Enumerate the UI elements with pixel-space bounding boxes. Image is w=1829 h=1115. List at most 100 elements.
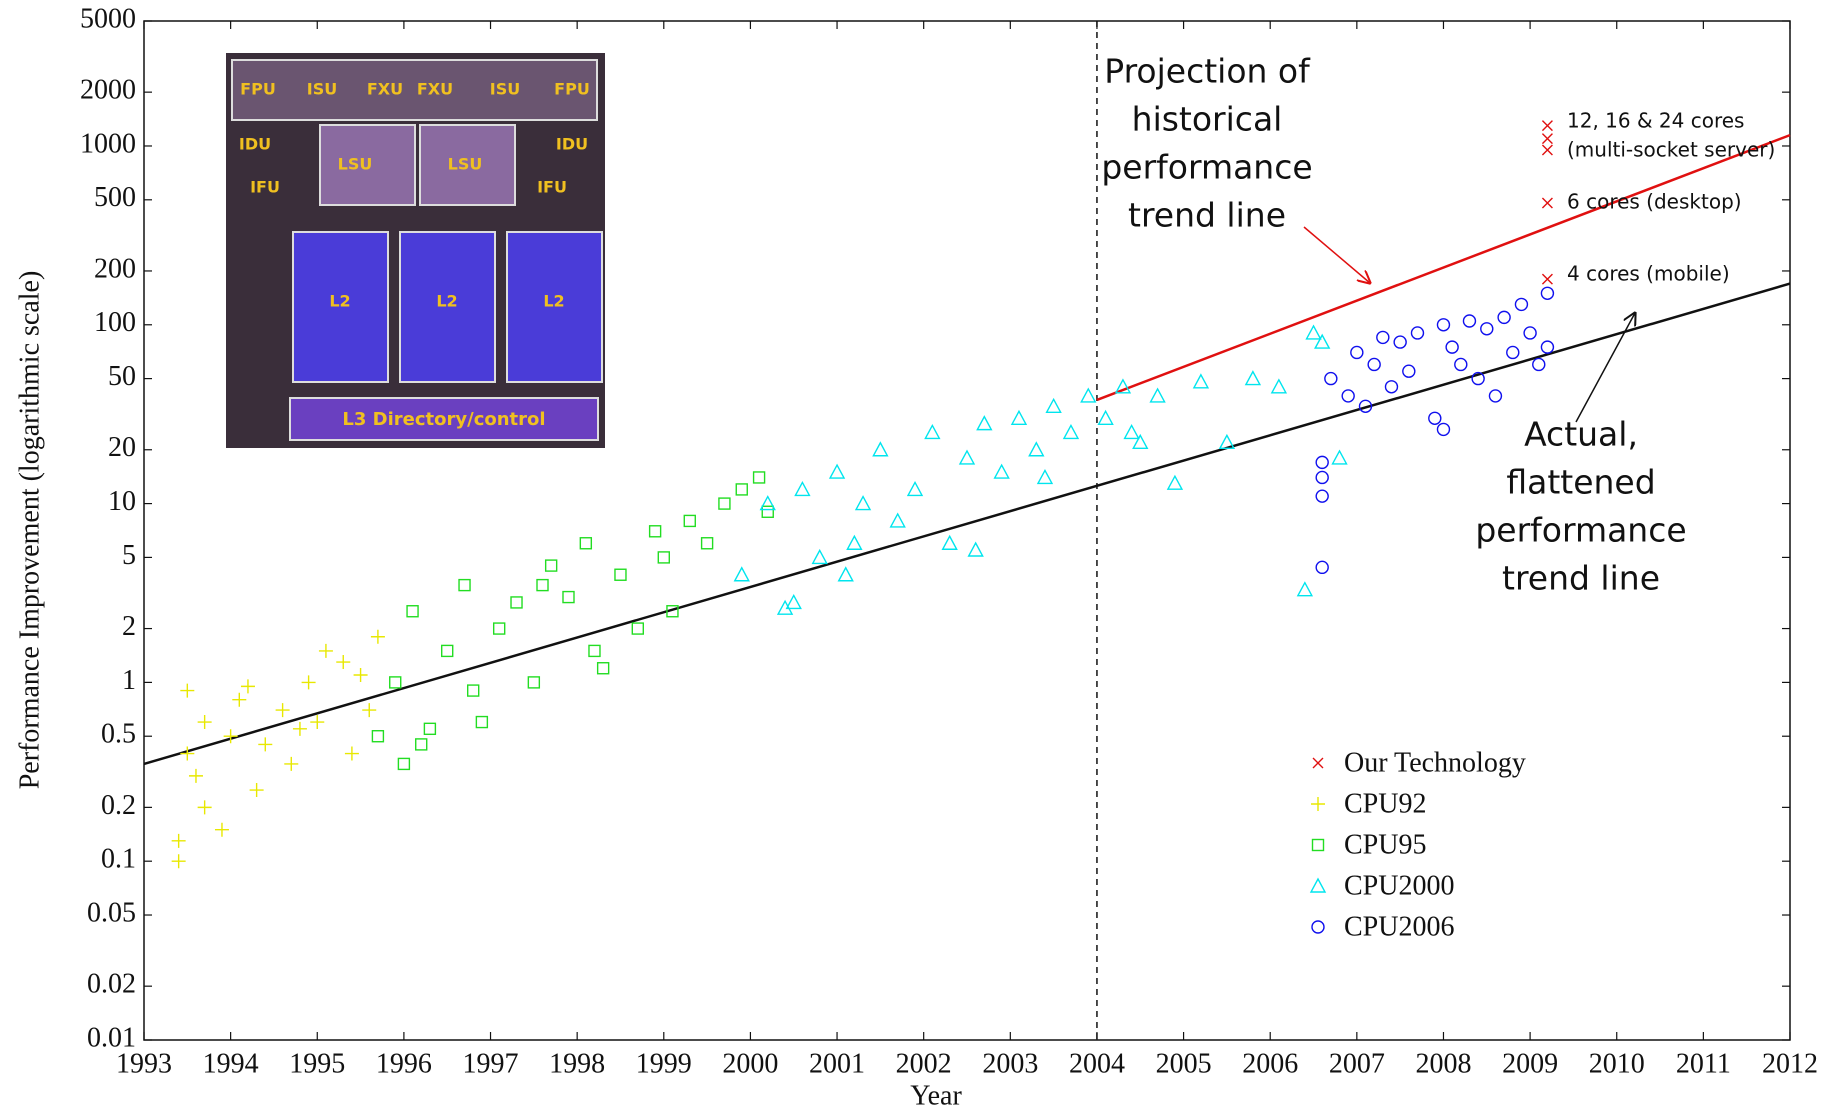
point [1541, 273, 1553, 285]
point [1341, 389, 1355, 403]
point [441, 644, 454, 658]
point [1506, 345, 1520, 360]
point [544, 559, 558, 572]
inset-label: FPU [240, 80, 276, 99]
point [1315, 560, 1329, 575]
y-tick-label: 0.2 [101, 790, 136, 821]
inset-label: IFU [250, 178, 280, 197]
point [292, 721, 307, 736]
point [284, 756, 299, 771]
x-tick-label: 2009 [1502, 1048, 1558, 1079]
point [1393, 335, 1407, 349]
point [275, 703, 290, 718]
annotation: performance [1101, 148, 1312, 187]
x-tick-label: 2005 [1156, 1048, 1212, 1079]
point [967, 541, 984, 557]
point [1166, 474, 1184, 490]
x-tick-label: 1996 [376, 1048, 432, 1079]
y-tick-label: 5 [122, 540, 136, 571]
point [318, 643, 333, 658]
y-tick-label: 5000 [80, 3, 136, 34]
point [846, 534, 863, 550]
point [941, 534, 958, 550]
x-tick-label: 2003 [982, 1048, 1038, 1079]
inset-label: FPU [554, 80, 590, 99]
point [657, 551, 670, 564]
point [1149, 387, 1166, 403]
point [1540, 340, 1555, 354]
point [924, 423, 941, 440]
point [415, 738, 428, 751]
plot-frame [143, 20, 1791, 1041]
point [406, 605, 419, 618]
x-tick-label: 2011 [1676, 1048, 1731, 1079]
point [1541, 197, 1553, 209]
annotation: 12, 16 & 24 cores [1567, 109, 1744, 133]
point [1080, 387, 1097, 403]
x-tick-label: 2012 [1762, 1048, 1818, 1079]
point [648, 525, 662, 538]
point [683, 514, 696, 528]
point [1445, 340, 1459, 354]
point [458, 578, 471, 592]
y-axis-label: Performance Improvement (logarithmic sca… [14, 271, 45, 790]
x-axis-label: Year [910, 1080, 962, 1111]
legend-marker [1309, 877, 1327, 893]
legend-marker [1311, 838, 1325, 852]
y-tick-label: 20 [108, 432, 136, 463]
point [837, 566, 854, 582]
arrow [1303, 226, 1370, 283]
point [1532, 357, 1546, 372]
inset-label: LSU [448, 155, 483, 174]
point [1331, 449, 1348, 465]
point [993, 463, 1010, 479]
point [1358, 399, 1373, 414]
point [1541, 144, 1553, 156]
y-tick-label: 0.1 [101, 844, 136, 875]
x-tick-label: 2010 [1589, 1048, 1645, 1079]
annotation: Actual, [1524, 415, 1638, 454]
point [1436, 318, 1451, 332]
point [811, 548, 828, 565]
legend-marker [1311, 797, 1325, 811]
point [232, 692, 247, 707]
point [475, 715, 489, 729]
point [188, 768, 203, 783]
y-tick-label: 50 [108, 361, 136, 392]
point [171, 854, 186, 869]
point [1497, 310, 1511, 325]
point [197, 715, 212, 730]
point [240, 679, 255, 694]
x-tick-label: 2001 [809, 1048, 865, 1079]
point [872, 441, 889, 457]
point [249, 783, 264, 798]
point [1541, 120, 1553, 132]
point [1523, 326, 1537, 340]
point [1028, 441, 1045, 457]
legend-label: Our Technology [1344, 747, 1526, 778]
legend-marker [1312, 757, 1324, 769]
point [794, 480, 811, 497]
point [700, 537, 714, 550]
point [614, 568, 627, 581]
point [467, 684, 480, 697]
point [752, 471, 766, 484]
x-tick-label: 1995 [289, 1048, 345, 1079]
point [631, 622, 644, 635]
inset-label: L2 [329, 292, 350, 311]
point [1062, 423, 1080, 440]
annotation: 4 cores (mobile) [1567, 262, 1730, 286]
point [1350, 345, 1364, 360]
point [301, 675, 316, 690]
y-tick-label: 0.5 [101, 719, 136, 750]
point [1514, 297, 1529, 312]
point [1218, 433, 1236, 450]
point [1315, 489, 1329, 503]
point [1471, 371, 1485, 386]
point [1132, 433, 1149, 450]
point [1192, 373, 1210, 389]
annotation: trend line [1128, 196, 1286, 235]
y-tick-label: 10 [108, 486, 136, 517]
point [906, 480, 924, 497]
y-tick-label: 2 [122, 611, 136, 642]
